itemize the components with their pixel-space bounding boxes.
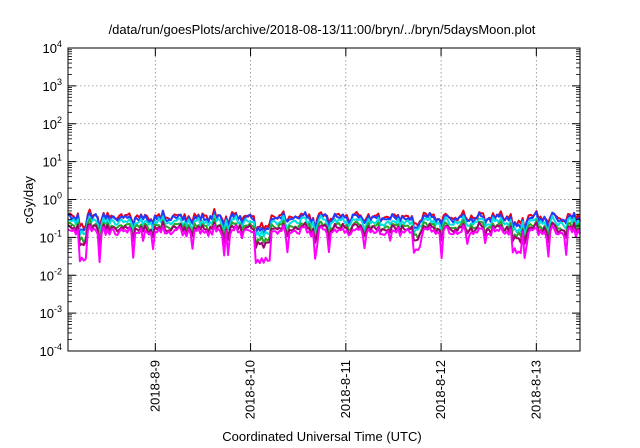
x-tick-label: 2018-8-10: [243, 360, 258, 419]
x-tick-label: 2018-8-11: [338, 360, 353, 418]
series-line: [67, 223, 581, 265]
y-tick-label: 10-4: [40, 342, 62, 359]
y-tick-label: 10-2: [40, 266, 62, 283]
x-tick-label: 2018-8-9: [147, 360, 162, 412]
x-tick-label: 2018-8-13: [528, 360, 543, 419]
y-tick-label: 101: [43, 153, 62, 170]
y-tick-label: 103: [43, 77, 62, 94]
x-tick-label: 2018-8-12: [433, 360, 448, 419]
grid-lines: [68, 48, 580, 351]
series-line: [67, 209, 581, 236]
y-tick-label: 100: [43, 191, 62, 208]
x-axis-label: Coordinated Universal Time (UTC): [222, 429, 421, 444]
y-tick-label: 104: [43, 39, 62, 56]
series-layer: [67, 208, 581, 265]
y-tick-label: 102: [43, 115, 62, 132]
y-tick-label: 10-1: [40, 228, 62, 245]
axis-ticks: 10-4 10-3 10-2 10-1 100 101 102 103 104 2018-8-9 2…: [40, 39, 580, 419]
series-line: [67, 221, 581, 249]
y-tick-label: 10-3: [40, 304, 62, 321]
y-axis-label: cGy/day: [21, 176, 36, 224]
chart-title: /data/run/goesPlots/archive/2018-08-13/1…: [109, 22, 536, 37]
